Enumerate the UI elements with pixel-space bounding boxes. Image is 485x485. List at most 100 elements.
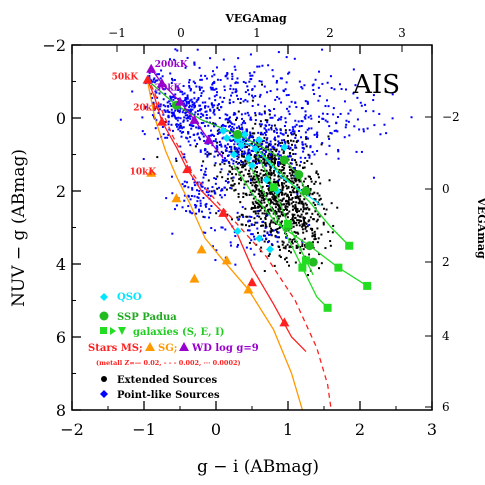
data-point (199, 88, 202, 91)
data-point (164, 92, 167, 95)
data-point (246, 100, 249, 103)
data-point (141, 130, 144, 133)
data-point (308, 223, 311, 226)
data-point (235, 88, 238, 91)
data-point (373, 124, 376, 127)
data-point (280, 190, 283, 193)
data-point (314, 203, 317, 206)
data-point (293, 220, 296, 223)
data-point (285, 56, 288, 59)
data-point (167, 110, 170, 113)
temperature-label: 10kK (130, 168, 158, 178)
data-point (235, 160, 238, 163)
data-point (197, 113, 200, 116)
data-point (240, 223, 243, 226)
data-point (315, 171, 318, 174)
data-point (236, 77, 239, 80)
data-point (235, 81, 238, 84)
data-point (152, 78, 155, 81)
data-point (221, 137, 224, 140)
data-point (263, 173, 266, 176)
data-point (306, 212, 309, 215)
data-point (254, 119, 257, 122)
data-point (250, 175, 253, 178)
data-point (157, 105, 160, 108)
data-point (284, 247, 287, 250)
data-point (271, 145, 274, 148)
data-point (241, 155, 244, 158)
data-point (199, 199, 202, 202)
data-point (268, 113, 271, 116)
data-point (178, 109, 181, 112)
data-point (196, 99, 199, 102)
data-point (246, 111, 249, 114)
line-ssp-padua (150, 82, 307, 192)
data-point (271, 152, 274, 155)
data-point (171, 79, 174, 82)
data-point (182, 131, 185, 134)
data-point (294, 146, 297, 149)
data-point (253, 160, 256, 163)
data-point (240, 159, 243, 162)
data-point (281, 184, 284, 187)
data-point (262, 149, 265, 152)
data-point (167, 120, 170, 123)
data-point (273, 174, 276, 177)
data-point (176, 125, 179, 128)
data-point (274, 209, 277, 212)
data-point (285, 256, 288, 259)
data-point (204, 125, 207, 128)
data-point (298, 215, 301, 218)
data-point (254, 167, 257, 170)
data-point (211, 104, 214, 107)
data-point (295, 246, 298, 249)
data-point (280, 211, 283, 214)
data-point (279, 118, 282, 121)
data-point (179, 122, 182, 125)
data-point (288, 210, 291, 213)
data-point (174, 48, 177, 51)
data-point (203, 139, 206, 142)
temperature-label: 50kK (112, 73, 140, 83)
data-point (282, 172, 285, 175)
data-point (174, 157, 177, 160)
data-point (276, 163, 279, 166)
data-point (225, 146, 228, 149)
data-point (253, 235, 256, 238)
data-point (199, 204, 202, 207)
data-point (241, 206, 244, 209)
data-point (345, 123, 348, 126)
data-point (262, 139, 265, 142)
data-point (204, 74, 207, 77)
x-tick-label: 3 (427, 420, 437, 439)
data-point (329, 75, 332, 78)
data-point (223, 124, 226, 127)
data-point (199, 104, 202, 107)
data-point (231, 218, 234, 221)
top-tick-label: −1 (108, 26, 126, 40)
data-point (205, 113, 208, 116)
right-tick-label: 0 (442, 182, 450, 196)
data-point (239, 176, 242, 179)
data-point (290, 194, 293, 197)
data-point (314, 78, 317, 81)
data-point (276, 96, 279, 99)
data-point (292, 167, 295, 170)
data-point (227, 173, 230, 176)
data-point (296, 211, 299, 214)
data-point (153, 107, 156, 110)
data-point (293, 174, 296, 177)
data-point (263, 240, 266, 243)
data-point (188, 84, 191, 87)
data-point (317, 237, 320, 240)
data-point (322, 223, 325, 226)
data-point (212, 88, 215, 91)
data-point (231, 75, 234, 78)
data-point (282, 186, 285, 189)
data-point (258, 113, 261, 116)
data-point (269, 165, 272, 168)
data-point (286, 243, 289, 246)
data-point (262, 161, 265, 164)
data-point (311, 241, 314, 244)
